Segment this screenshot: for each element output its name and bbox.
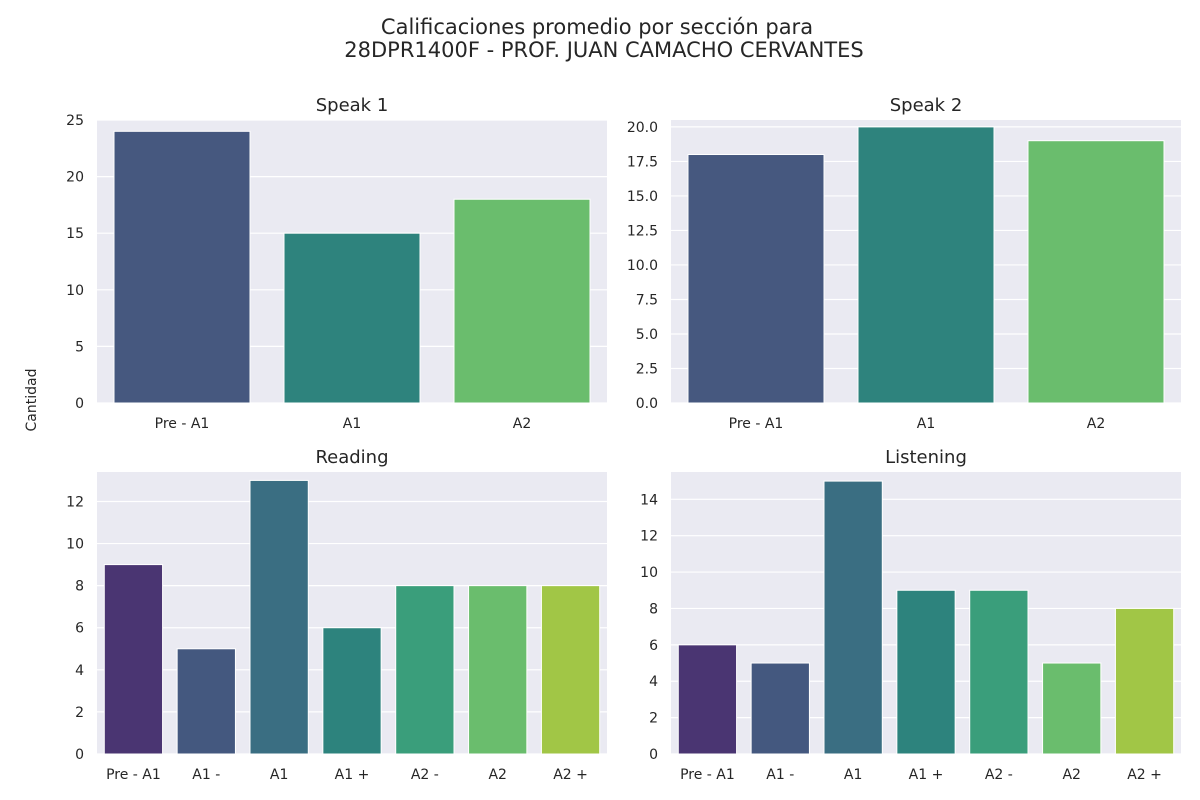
y-tick-label: 12.5 [627, 223, 658, 239]
x-tick-label: A1 [844, 767, 862, 783]
y-tick-label: 10.0 [627, 258, 658, 274]
x-tick-label: A2 + [553, 767, 588, 783]
x-tick-label: Pre - A1 [155, 416, 210, 432]
subplot-title: Speak 1 [316, 95, 389, 116]
y-tick-label: 4 [75, 663, 84, 679]
subplot-title: Speak 2 [890, 95, 963, 116]
bar-a1- [896, 589, 956, 755]
x-tick-label: A2 [1062, 767, 1080, 783]
bar-a1 [823, 480, 883, 755]
y-tick-label: 17.5 [627, 154, 658, 170]
x-tick-label: A1 - [766, 767, 794, 783]
y-tick-label: 7.5 [636, 292, 658, 308]
y-axis-label: Cantidad [24, 369, 40, 432]
y-tick-label: 12 [640, 529, 658, 545]
bar-a1 [283, 232, 421, 404]
y-tick-label: 0 [75, 396, 84, 412]
bar-a1- [750, 662, 810, 755]
y-tick-label: 14 [640, 492, 658, 508]
bar-a1 [857, 126, 995, 404]
y-tick-label: 6 [75, 621, 84, 637]
y-tick-label: 2 [649, 711, 658, 727]
y-tick-label: 8 [75, 579, 84, 595]
x-tick-label: A1 + [909, 767, 944, 783]
bar-pre-a1 [103, 564, 164, 755]
x-tick-label: Pre - A1 [729, 416, 784, 432]
y-tick-label: 12 [66, 494, 84, 510]
figure-title-line1: Calificaciones promedio por sección para [381, 15, 813, 39]
y-tick-label: 6 [649, 638, 658, 654]
bar-pre-a1 [113, 130, 251, 404]
x-tick-label: A2 + [1127, 767, 1162, 783]
y-tick-label: 5.0 [636, 327, 658, 343]
x-tick-label: A1 [270, 767, 288, 783]
x-tick-label: A2 [1087, 416, 1105, 432]
chart-panel-1: 0.0 2.5 5.0 7.5 10.0 12.5 15.0 17.5 20.0 Pre - A1… [627, 95, 1181, 432]
bar-a2- [395, 585, 455, 755]
bar-a2- [969, 589, 1029, 755]
chart-panel-2: 0 2 4 6 8 10 12 Pre - A1 A1 - A1 A1 + A2 - A2 A2 + Rea… [66, 447, 607, 783]
y-tick-label: 15 [66, 226, 84, 242]
bar-a2 [468, 585, 528, 755]
y-tick-label: 20 [66, 170, 84, 186]
y-tick-label: 2.5 [636, 361, 658, 377]
bar-pre-a1 [687, 154, 825, 404]
bar-a2- [540, 585, 601, 755]
x-tick-label: A1 [917, 416, 935, 432]
figure-title-line2: 28DPR1400F - PROF. JUAN CAMACHO CERVANTE… [344, 38, 863, 62]
chart-panel-3: 0 2 4 6 8 10 12 14 Pre - A1 A1 - A1 A1 + A2 - A2 A2 + L… [640, 447, 1181, 783]
subplot-title: Listening [885, 447, 967, 468]
x-tick-label: A2 - [985, 767, 1013, 783]
bar-a1- [322, 627, 382, 755]
y-tick-label: 0.0 [636, 396, 658, 412]
x-tick-label: A2 - [411, 767, 439, 783]
x-tick-label: A2 [513, 416, 531, 432]
y-tick-label: 25 [66, 113, 84, 129]
y-tick-label: 15.0 [627, 189, 658, 205]
bar-a1 [249, 479, 309, 755]
x-tick-label: A1 [343, 416, 361, 432]
bar-a1- [176, 648, 236, 755]
x-tick-label: A1 + [335, 767, 370, 783]
y-tick-label: 2 [75, 705, 84, 721]
bar-a2- [1114, 607, 1175, 755]
bar-a2 [453, 198, 591, 404]
bar-a2 [1042, 662, 1102, 755]
bar-pre-a1 [677, 644, 738, 755]
y-tick-label: 8 [649, 601, 658, 617]
subplot-title: Reading [315, 447, 388, 468]
y-tick-label: 20.0 [627, 120, 658, 136]
y-tick-label: 10 [640, 565, 658, 581]
y-tick-label: 0 [649, 747, 658, 763]
x-tick-label: Pre - A1 [680, 767, 735, 783]
x-tick-label: Pre - A1 [106, 767, 161, 783]
bar-a2 [1027, 140, 1165, 404]
y-tick-label: 10 [66, 537, 84, 553]
y-tick-label: 0 [75, 747, 84, 763]
y-tick-label: 4 [649, 674, 658, 690]
x-tick-label: A1 - [192, 767, 220, 783]
x-tick-label: A2 [488, 767, 506, 783]
y-tick-label: 5 [75, 339, 84, 355]
y-tick-label: 10 [66, 283, 84, 299]
chart-panel-0: 0 5 10 15 20 25 Pre - A1 A1 A2 Speak 1 [66, 95, 607, 432]
